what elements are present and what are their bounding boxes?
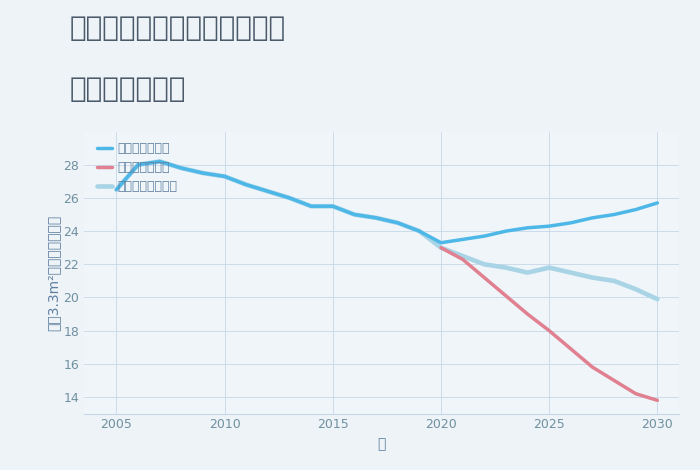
- ノーマルシナリオ: [566, 270, 575, 275]
- ノーマルシナリオ: [242, 182, 251, 188]
- グッドシナリオ: [545, 223, 554, 229]
- グッドシナリオ: [372, 215, 380, 221]
- グッドシナリオ: [286, 195, 294, 201]
- グッドシナリオ: [112, 187, 120, 193]
- グッドシナリオ: [134, 162, 142, 168]
- ノーマルシナリオ: [350, 212, 358, 217]
- X-axis label: 年: 年: [377, 437, 386, 451]
- ノーマルシナリオ: [415, 228, 424, 234]
- バッドシナリオ: [524, 311, 532, 317]
- バッドシナリオ: [631, 391, 640, 397]
- ノーマルシナリオ: [372, 215, 380, 221]
- ノーマルシナリオ: [524, 270, 532, 275]
- グッドシナリオ: [155, 159, 164, 164]
- Legend: グッドシナリオ, バッドシナリオ, ノーマルシナリオ: グッドシナリオ, バッドシナリオ, ノーマルシナリオ: [94, 138, 181, 197]
- ノーマルシナリオ: [177, 165, 186, 171]
- グッドシナリオ: [307, 204, 316, 209]
- ノーマルシナリオ: [588, 275, 596, 281]
- ノーマルシナリオ: [631, 286, 640, 292]
- グッドシナリオ: [566, 220, 575, 226]
- グッドシナリオ: [393, 220, 402, 226]
- ノーマルシナリオ: [286, 195, 294, 201]
- Text: 兵庫県姫路市飾磨区矢倉町の: 兵庫県姫路市飾磨区矢倉町の: [70, 14, 286, 42]
- Y-axis label: 坪（3.3m²）単価（万円）: 坪（3.3m²）単価（万円）: [46, 214, 60, 331]
- グッドシナリオ: [610, 212, 618, 217]
- ノーマルシナリオ: [502, 265, 510, 270]
- バッドシナリオ: [502, 293, 510, 298]
- バッドシナリオ: [566, 346, 575, 352]
- ノーマルシナリオ: [199, 170, 207, 176]
- ノーマルシナリオ: [653, 296, 662, 302]
- ノーマルシナリオ: [610, 278, 618, 284]
- グッドシナリオ: [480, 233, 489, 239]
- ノーマルシナリオ: [155, 159, 164, 164]
- グッドシナリオ: [350, 212, 358, 217]
- Line: ノーマルシナリオ: ノーマルシナリオ: [116, 162, 657, 299]
- ノーマルシナリオ: [112, 187, 120, 193]
- ノーマルシナリオ: [220, 173, 229, 179]
- グッドシナリオ: [264, 188, 272, 194]
- グッドシナリオ: [631, 207, 640, 212]
- バッドシナリオ: [653, 398, 662, 403]
- グッドシナリオ: [588, 215, 596, 221]
- グッドシナリオ: [242, 182, 251, 188]
- グッドシナリオ: [653, 200, 662, 206]
- バッドシナリオ: [480, 275, 489, 281]
- Text: 土地の価格推移: 土地の価格推移: [70, 75, 186, 103]
- グッドシナリオ: [220, 173, 229, 179]
- グッドシナリオ: [458, 236, 467, 242]
- グッドシナリオ: [524, 225, 532, 231]
- ノーマルシナリオ: [328, 204, 337, 209]
- バッドシナリオ: [458, 257, 467, 262]
- ノーマルシナリオ: [458, 253, 467, 259]
- グッドシナリオ: [199, 170, 207, 176]
- グッドシナリオ: [437, 240, 445, 245]
- グッドシナリオ: [177, 165, 186, 171]
- バッドシナリオ: [437, 245, 445, 251]
- ノーマルシナリオ: [264, 188, 272, 194]
- ノーマルシナリオ: [307, 204, 316, 209]
- グッドシナリオ: [415, 228, 424, 234]
- バッドシナリオ: [545, 328, 554, 334]
- ノーマルシナリオ: [437, 245, 445, 251]
- Line: グッドシナリオ: グッドシナリオ: [116, 162, 657, 243]
- グッドシナリオ: [502, 228, 510, 234]
- Line: バッドシナリオ: バッドシナリオ: [441, 248, 657, 400]
- バッドシナリオ: [610, 377, 618, 383]
- ノーマルシナリオ: [393, 220, 402, 226]
- グッドシナリオ: [328, 204, 337, 209]
- バッドシナリオ: [588, 364, 596, 370]
- ノーマルシナリオ: [480, 261, 489, 267]
- ノーマルシナリオ: [134, 162, 142, 168]
- ノーマルシナリオ: [545, 265, 554, 270]
